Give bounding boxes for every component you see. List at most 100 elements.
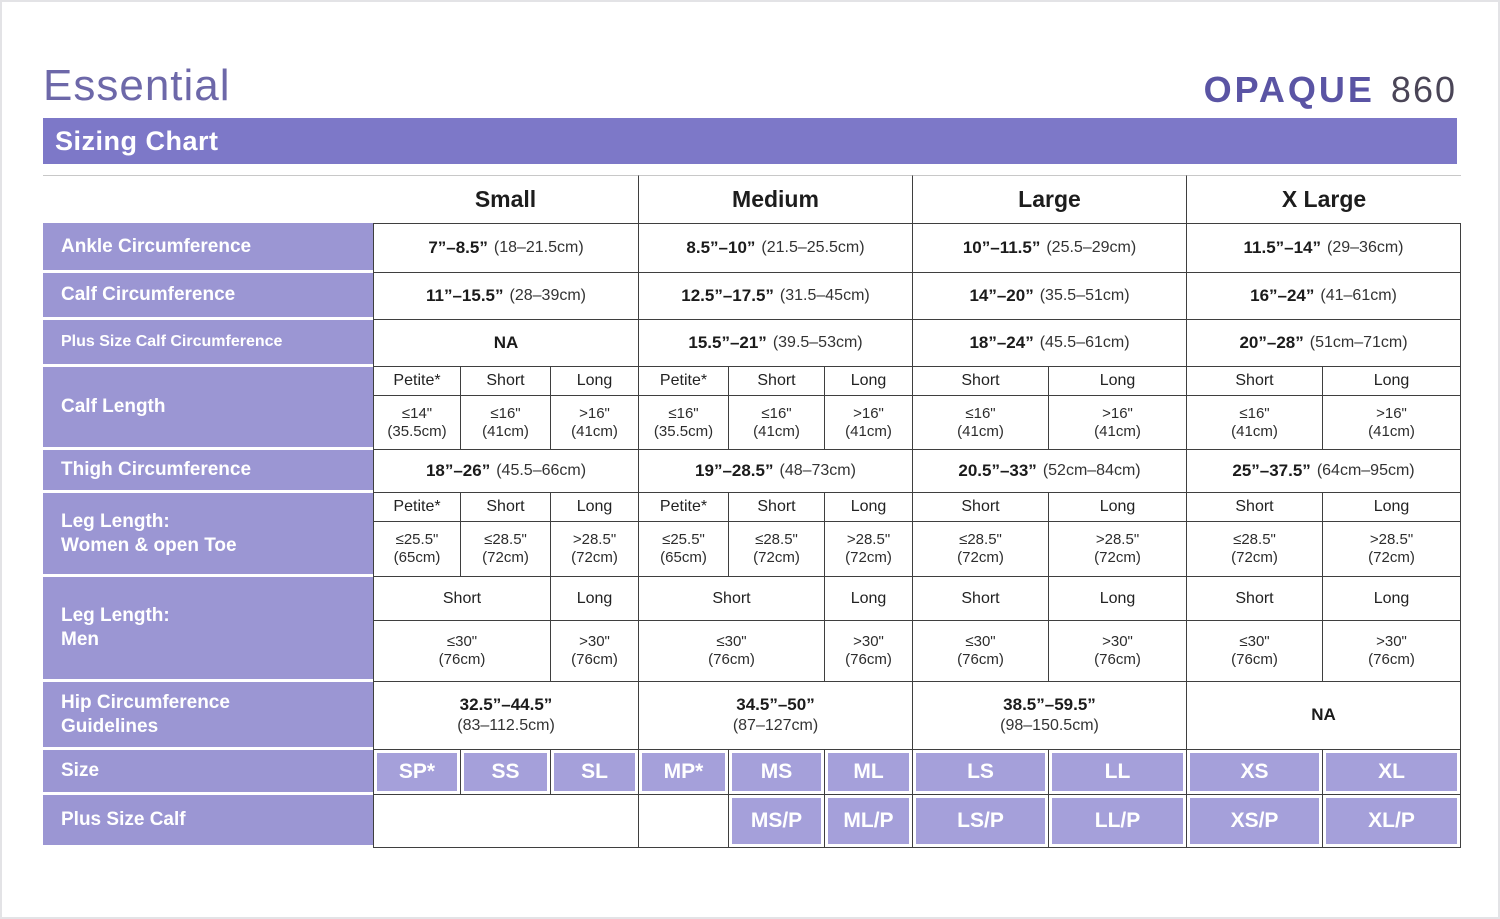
subheader-calf-length: Short [913, 367, 1049, 396]
header-spacer [43, 175, 373, 223]
cell-leg-men: >30" (76cm) [1049, 621, 1187, 682]
cell-leg-women: ≤28.5" (72cm) [461, 522, 551, 577]
cell-leg-women: ≤28.5" (72cm) [913, 522, 1049, 577]
plus-size-calf-cell: MS/P [729, 795, 825, 848]
subheader-leg-men: Short [373, 577, 551, 621]
cell-calf-length: ≤14" (35.5cm) [373, 396, 461, 450]
band-title: Sizing Chart [55, 125, 219, 156]
cell-leg-women: ≤25.5" (65cm) [373, 522, 461, 577]
cell-leg-women: >28.5" (72cm) [1049, 522, 1187, 577]
subheader-calf-length: Long [1323, 367, 1461, 396]
cell-hip-xlarge: NA [1187, 682, 1461, 750]
subheader-leg-men: Long [1049, 577, 1187, 621]
row-label-size: Size [43, 750, 373, 795]
cell-ankle-xlarge: 11.5”–14” (29–36cm) [1187, 223, 1461, 273]
cell-leg-women: ≤25.5" (65cm) [639, 522, 729, 577]
row-label-calf: Calf Circumference [43, 273, 373, 320]
subheader-calf-length: Petite* [639, 367, 729, 396]
plus-size-calf-cell: ML/P [825, 795, 913, 848]
plus-size-calf-cell: XS/P [1187, 795, 1323, 848]
subheader-leg-women: Petite* [639, 493, 729, 522]
cell-calf-xlarge: 16”–24” (41–61cm) [1187, 273, 1461, 320]
subheader-leg-women: Long [551, 493, 639, 522]
subheader-leg-women: Short [1187, 493, 1323, 522]
cell-plus-calf-medium: 15.5”–21” (39.5–53cm) [639, 320, 913, 367]
subheader-leg-men: Short [639, 577, 825, 621]
cell-leg-men: >30" (76cm) [551, 621, 639, 682]
subheader-calf-length: Long [1049, 367, 1187, 396]
subheader-calf-length: Petite* [373, 367, 461, 396]
row-label-leg-men: Leg Length: Men [43, 577, 373, 682]
size-cell: MP* [639, 750, 729, 795]
brand-block: OPAQUE 860 [1204, 72, 1457, 108]
size-cell: SP* [373, 750, 461, 795]
cell-leg-men: >30" (76cm) [1323, 621, 1461, 682]
cell-leg-men: ≤30" (76cm) [373, 621, 551, 682]
cell-leg-women: >28.5" (72cm) [1323, 522, 1461, 577]
subheader-calf-length: Short [729, 367, 825, 396]
cell-hip-large: 38.5”–59.5” (98–150.5cm) [913, 682, 1187, 750]
cell-leg-men: ≤30" (76cm) [639, 621, 825, 682]
size-cell: LS [913, 750, 1049, 795]
cell-calf-length: >16" (41cm) [1323, 396, 1461, 450]
cell-thigh-medium: 19”–28.5” (48–73cm) [639, 450, 913, 493]
subheader-leg-men: Short [1187, 577, 1323, 621]
subheader-leg-women: Long [1323, 493, 1461, 522]
cell-ankle-large: 10”–11.5” (25.5–29cm) [913, 223, 1187, 273]
cell-calf-length: >16" (41cm) [825, 396, 913, 450]
subheader-calf-length: Long [551, 367, 639, 396]
cell-ankle-small: 7”–8.5” (18–21.5cm) [373, 223, 639, 273]
cell-thigh-xlarge: 25”–37.5” (64cm–95cm) [1187, 450, 1461, 493]
subheader-leg-women: Short [913, 493, 1049, 522]
size-cell: XL [1323, 750, 1461, 795]
cell-calf-length: ≤16" (41cm) [461, 396, 551, 450]
row-label-calf-length: Calf Length [43, 367, 373, 450]
brand-name: OPAQUE [1203, 69, 1375, 110]
row-label-hip: Hip Circumference Guidelines [43, 682, 373, 750]
cell-leg-men: ≤30" (76cm) [913, 621, 1049, 682]
cell-leg-men: ≤30" (76cm) [1187, 621, 1323, 682]
row-label-plus-calf: Plus Size Calf Circumference [43, 320, 373, 367]
size-cell: ML [825, 750, 913, 795]
plus-size-calf-empty-small [373, 795, 639, 848]
col-header-medium: Medium [639, 175, 913, 223]
plus-size-calf-cell: XL/P [1323, 795, 1461, 848]
sizing-chart-band: Sizing Chart [43, 118, 1457, 164]
col-header-xlarge: X Large [1187, 175, 1461, 223]
cell-calf-length: ≤16" (41cm) [1187, 396, 1323, 450]
collection-title: Essential [43, 61, 231, 110]
plus-size-calf-cell: LS/P [913, 795, 1049, 848]
col-header-small: Small [373, 175, 639, 223]
cell-plus-calf-xlarge: 20”–28” (51cm–71cm) [1187, 320, 1461, 367]
size-cell: SS [461, 750, 551, 795]
cell-leg-men: >30" (76cm) [825, 621, 913, 682]
subheader-leg-men: Long [825, 577, 913, 621]
row-label-ankle: Ankle Circumference [43, 223, 373, 273]
subheader-calf-length: Short [1187, 367, 1323, 396]
subheader-leg-women: Petite* [373, 493, 461, 522]
cell-calf-large: 14”–20” (35.5–51cm) [913, 273, 1187, 320]
subheader-calf-length: Short [461, 367, 551, 396]
subheader-leg-men: Long [1323, 577, 1461, 621]
cell-calf-length: ≤16" (41cm) [729, 396, 825, 450]
subheader-leg-women: Short [729, 493, 825, 522]
cell-leg-women: >28.5" (72cm) [825, 522, 913, 577]
row-label-thigh: Thigh Circumference [43, 450, 373, 493]
cell-thigh-small: 18”–26” (45.5–66cm) [373, 450, 639, 493]
col-header-large: Large [913, 175, 1187, 223]
plus-size-calf-cell: LL/P [1049, 795, 1187, 848]
row-label-leg-women: Leg Length: Women & open Toe [43, 493, 373, 577]
plus-size-calf-empty-medium-petite [639, 795, 729, 848]
page-header: Essential OPAQUE 860 [43, 2, 1457, 108]
size-cell: SL [551, 750, 639, 795]
cell-calf-medium: 12.5”–17.5” (31.5–45cm) [639, 273, 913, 320]
size-cell: LL [1049, 750, 1187, 795]
subheader-leg-women: Long [825, 493, 913, 522]
subheader-leg-men: Long [551, 577, 639, 621]
cell-calf-length: ≤16" (41cm) [913, 396, 1049, 450]
subheader-leg-women: Short [461, 493, 551, 522]
cell-ankle-medium: 8.5”–10” (21.5–25.5cm) [639, 223, 913, 273]
subheader-leg-men: Short [913, 577, 1049, 621]
sizing-table: Small Medium Large X Large Ankle Circumf… [43, 175, 1461, 848]
